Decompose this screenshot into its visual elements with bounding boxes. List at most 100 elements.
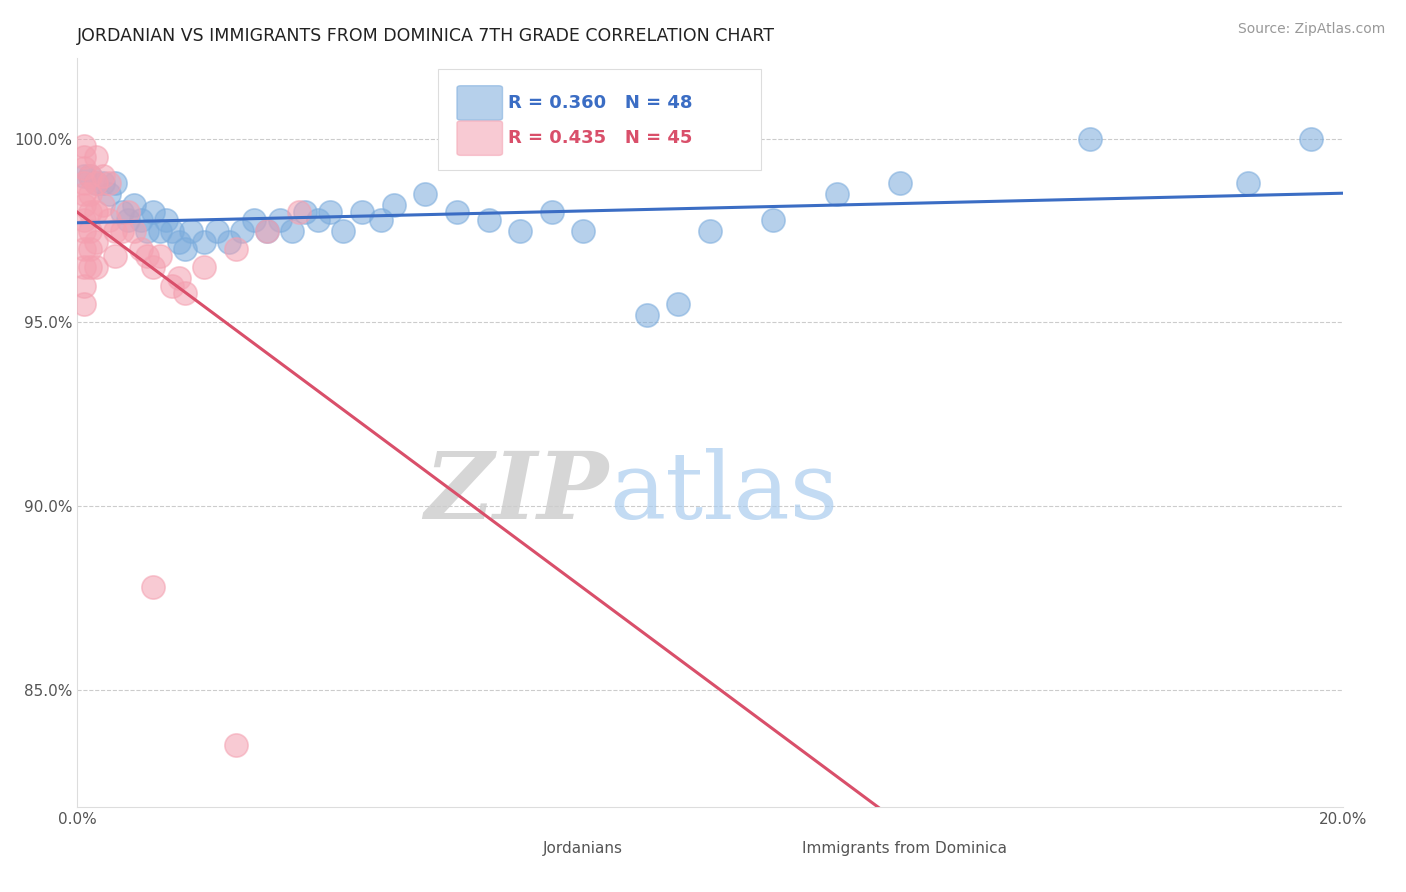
Point (319, 205, 342, 219)
Point (446, 205, 468, 219)
Point (79, 169, 101, 183)
Point (243, 212, 266, 227)
Point (225, 738, 247, 752)
Point (117, 205, 139, 219)
Point (180, 224, 202, 238)
Point (73, 242, 96, 256)
Text: R = 0.435   N = 45: R = 0.435 N = 45 (508, 129, 692, 147)
Point (281, 224, 304, 238)
Text: Jordanians: Jordanians (543, 841, 623, 856)
Text: Source: ZipAtlas.com: Source: ZipAtlas.com (1237, 22, 1385, 37)
Point (142, 260, 165, 275)
Text: ZIP: ZIP (425, 448, 609, 538)
Point (86, 176, 108, 190)
Point (98, 212, 120, 227)
Text: Immigrants from Dominica: Immigrants from Dominica (803, 841, 1008, 856)
Point (225, 242, 247, 256)
Point (155, 212, 177, 227)
Point (1301, 132, 1323, 146)
Text: atlas: atlas (609, 448, 838, 538)
FancyBboxPatch shape (439, 70, 761, 170)
Text: R = 0.360   N = 48: R = 0.360 N = 48 (508, 94, 692, 112)
Point (1078, 132, 1101, 146)
Point (73, 212, 96, 227)
Point (73, 278, 96, 293)
Point (149, 224, 172, 238)
Point (413, 186, 436, 201)
Point (73, 139, 96, 153)
Point (174, 242, 197, 256)
Point (86, 235, 108, 249)
Point (269, 212, 291, 227)
Point (142, 205, 165, 219)
Point (111, 224, 132, 238)
Point (135, 249, 157, 263)
FancyBboxPatch shape (752, 835, 793, 862)
Point (117, 212, 139, 227)
Y-axis label: 7th Grade: 7th Grade (0, 394, 3, 471)
FancyBboxPatch shape (457, 86, 502, 120)
Point (193, 260, 215, 275)
Point (294, 205, 316, 219)
Point (205, 224, 228, 238)
Point (73, 161, 96, 176)
Point (91, 198, 114, 212)
Point (218, 235, 240, 249)
Point (98, 186, 120, 201)
Point (129, 242, 152, 256)
Point (825, 186, 848, 201)
Point (382, 198, 405, 212)
Point (256, 224, 278, 238)
Point (231, 224, 253, 238)
Point (86, 205, 108, 219)
Point (73, 224, 96, 238)
Point (162, 224, 183, 238)
Point (370, 212, 392, 227)
Point (73, 169, 96, 183)
Point (91, 176, 114, 190)
Point (111, 205, 132, 219)
Point (193, 235, 215, 249)
Point (162, 278, 183, 293)
Point (79, 224, 101, 238)
Point (167, 271, 190, 285)
Point (889, 176, 911, 190)
Point (124, 224, 146, 238)
Point (256, 224, 278, 238)
Point (149, 249, 172, 263)
Point (86, 260, 108, 275)
Point (477, 212, 501, 227)
Point (762, 212, 785, 227)
Point (104, 249, 127, 263)
Point (142, 580, 165, 594)
Point (135, 224, 157, 238)
Point (79, 260, 101, 275)
Point (668, 297, 690, 311)
Point (129, 212, 152, 227)
Point (540, 205, 562, 219)
Point (288, 205, 311, 219)
Point (79, 186, 101, 201)
Point (174, 286, 197, 301)
Point (332, 224, 354, 238)
Text: JORDANIAN VS IMMIGRANTS FROM DOMINICA 7TH GRADE CORRELATION CHART: JORDANIAN VS IMMIGRANTS FROM DOMINICA 7T… (77, 28, 775, 45)
Point (1237, 176, 1260, 190)
Point (352, 205, 374, 219)
Point (86, 150, 108, 164)
Point (79, 205, 101, 219)
Point (509, 224, 531, 238)
Point (86, 176, 108, 190)
Point (73, 176, 96, 190)
Point (167, 235, 190, 249)
FancyBboxPatch shape (492, 835, 533, 862)
Point (91, 169, 114, 183)
Point (104, 224, 127, 238)
Point (73, 150, 96, 164)
Point (79, 242, 101, 256)
Point (73, 186, 96, 201)
Point (104, 176, 127, 190)
Point (307, 212, 329, 227)
Point (73, 297, 96, 311)
Point (636, 308, 658, 322)
Point (124, 198, 146, 212)
